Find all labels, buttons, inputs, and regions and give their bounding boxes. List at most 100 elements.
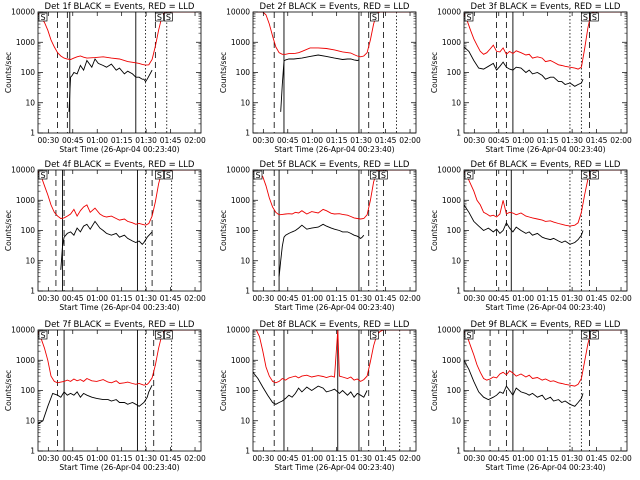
y-tick-label: 1000 bbox=[16, 38, 35, 47]
y-tick-label: 10000 bbox=[226, 326, 250, 335]
x-tick-label: 00:45 bbox=[277, 454, 299, 463]
saa-box bbox=[464, 12, 474, 22]
saa-box bbox=[155, 330, 164, 340]
y-axis-label: Counts/sec bbox=[219, 370, 228, 411]
y-tick-label: 100 bbox=[21, 386, 36, 395]
x-tick-label: 01:15 bbox=[537, 454, 559, 463]
x-tick-label: 01:45 bbox=[375, 136, 397, 145]
x-tick-label: 01:30 bbox=[561, 454, 583, 463]
x-tick-label: 01:15 bbox=[111, 136, 133, 145]
x-tick-label: 00:45 bbox=[277, 136, 299, 145]
x-tick-label: 01:15 bbox=[537, 294, 559, 303]
panel-title: Det 2f BLACK = Events, RED = LLD bbox=[260, 2, 410, 12]
x-tick-label: 01:30 bbox=[135, 454, 157, 463]
events-series-line bbox=[278, 223, 365, 277]
x-tick-label: 01:15 bbox=[326, 136, 348, 145]
y-tick-label: 1000 bbox=[231, 196, 250, 205]
y-tick-label: 1000 bbox=[442, 38, 461, 47]
detector-panel-8: Det 8f BLACK = Events, RED = LLD 00:30 00:… bbox=[219, 320, 421, 472]
panel-title: Det 9f BLACK = Events, RED = LLD bbox=[471, 320, 621, 330]
saa-marker: S bbox=[40, 171, 45, 180]
x-tick-label: 01:00 bbox=[512, 454, 534, 463]
y-tick-label: 1 bbox=[456, 287, 461, 296]
plot-frame bbox=[463, 329, 628, 452]
saa-marker: S bbox=[466, 171, 471, 180]
x-tick-label: 01:45 bbox=[160, 454, 182, 463]
y-tick-label: 100 bbox=[236, 226, 251, 235]
detector-panel-1: Det 1f BLACK = Events, RED = LLD 00:30 00:… bbox=[4, 2, 206, 154]
y-axis-label: Counts/sec bbox=[219, 210, 228, 251]
lld-series-line bbox=[464, 330, 627, 387]
x-tick-label: 01:15 bbox=[326, 454, 348, 463]
saa-marker: S bbox=[372, 13, 377, 22]
y-tick-label: 100 bbox=[21, 68, 36, 77]
events-series-line bbox=[464, 204, 584, 245]
x-tick-label: 01:00 bbox=[512, 136, 534, 145]
y-tick-label: 10 bbox=[25, 416, 35, 425]
x-tick-label: 01:00 bbox=[86, 294, 108, 303]
saa-box bbox=[590, 12, 599, 22]
y-tick-label: 10 bbox=[451, 98, 461, 107]
saa-box bbox=[370, 170, 379, 180]
panel-title: Det 3f BLACK = Events, RED = LLD bbox=[471, 2, 621, 12]
x-axis-label: Start Time (26-Apr-04 00:23:40) bbox=[485, 145, 605, 154]
y-tick-label: 1000 bbox=[16, 196, 35, 205]
x-axis-label: Start Time (26-Apr-04 00:23:40) bbox=[485, 463, 605, 472]
y-axis-label: Counts/sec bbox=[4, 210, 13, 251]
saa-marker: S bbox=[583, 13, 588, 22]
saa-box bbox=[370, 12, 379, 22]
detector-panel-2: Det 2f BLACK = Events, RED = LLD 00:30 00:… bbox=[219, 2, 421, 154]
y-tick-label: 10000 bbox=[437, 166, 461, 175]
y-tick-label: 1000 bbox=[231, 38, 250, 47]
x-tick-label: 02:00 bbox=[610, 454, 632, 463]
lld-series-line bbox=[253, 12, 416, 58]
x-tick-label: 02:00 bbox=[184, 294, 206, 303]
x-tick-label: 01:15 bbox=[111, 454, 133, 463]
saa-box bbox=[164, 330, 173, 340]
x-axis-label: Start Time (26-Apr-04 00:23:40) bbox=[59, 145, 179, 154]
x-axis-label: Start Time (26-Apr-04 00:23:40) bbox=[59, 463, 179, 472]
y-tick-label: 1 bbox=[30, 129, 35, 138]
x-tick-label: 01:15 bbox=[537, 136, 559, 145]
y-axis-label: Counts/sec bbox=[430, 210, 439, 251]
detector-panel-9: Det 9f BLACK = Events, RED = LLD 00:30 00:… bbox=[430, 320, 632, 472]
y-tick-label: 10000 bbox=[11, 326, 35, 335]
x-tick-label: 01:00 bbox=[301, 136, 323, 145]
saa-box bbox=[370, 330, 379, 340]
saa-marker: S bbox=[372, 331, 377, 340]
x-tick-label: 02:00 bbox=[399, 136, 421, 145]
saa-marker: S bbox=[166, 171, 171, 180]
x-axis-label: Start Time (26-Apr-04 00:23:40) bbox=[274, 145, 394, 154]
x-tick-label: 00:30 bbox=[253, 454, 275, 463]
x-axis-label: Start Time (26-Apr-04 00:23:40) bbox=[274, 303, 394, 312]
x-tick-label: 01:00 bbox=[301, 294, 323, 303]
lld-series-line bbox=[464, 12, 627, 70]
x-tick-label: 01:30 bbox=[350, 454, 372, 463]
x-tick-label: 02:00 bbox=[399, 454, 421, 463]
x-tick-label: 01:30 bbox=[135, 294, 157, 303]
saa-marker: S bbox=[466, 13, 471, 22]
saa-marker: S bbox=[157, 13, 162, 22]
x-tick-label: 01:30 bbox=[135, 136, 157, 145]
events-series-line bbox=[68, 58, 153, 112]
x-tick-label: 01:30 bbox=[350, 136, 372, 145]
detector-panel-4: Det 4f BLACK = Events, RED = LLD 00:30 00:… bbox=[4, 160, 206, 312]
y-tick-label: 100 bbox=[447, 68, 462, 77]
y-tick-label: 10 bbox=[240, 98, 250, 107]
x-tick-label: 00:45 bbox=[62, 136, 84, 145]
x-tick-label: 00:45 bbox=[62, 454, 84, 463]
y-axis-label: Counts/sec bbox=[219, 52, 228, 93]
events-series-line bbox=[38, 385, 153, 425]
y-tick-label: 10000 bbox=[437, 8, 461, 17]
x-tick-label: 01:30 bbox=[561, 294, 583, 303]
x-tick-label: 00:30 bbox=[38, 454, 60, 463]
y-axis-label: Counts/sec bbox=[4, 52, 13, 93]
saa-box bbox=[164, 12, 173, 22]
plot-frame bbox=[252, 11, 417, 134]
x-axis-label: Start Time (26-Apr-04 00:23:40) bbox=[274, 463, 394, 472]
y-tick-label: 1 bbox=[456, 129, 461, 138]
detector-panel-6: Det 6f BLACK = Events, RED = LLD 00:30 00:… bbox=[430, 160, 632, 312]
x-tick-label: 02:00 bbox=[610, 294, 632, 303]
lld-series-line bbox=[38, 170, 201, 226]
saa-box bbox=[464, 330, 474, 340]
